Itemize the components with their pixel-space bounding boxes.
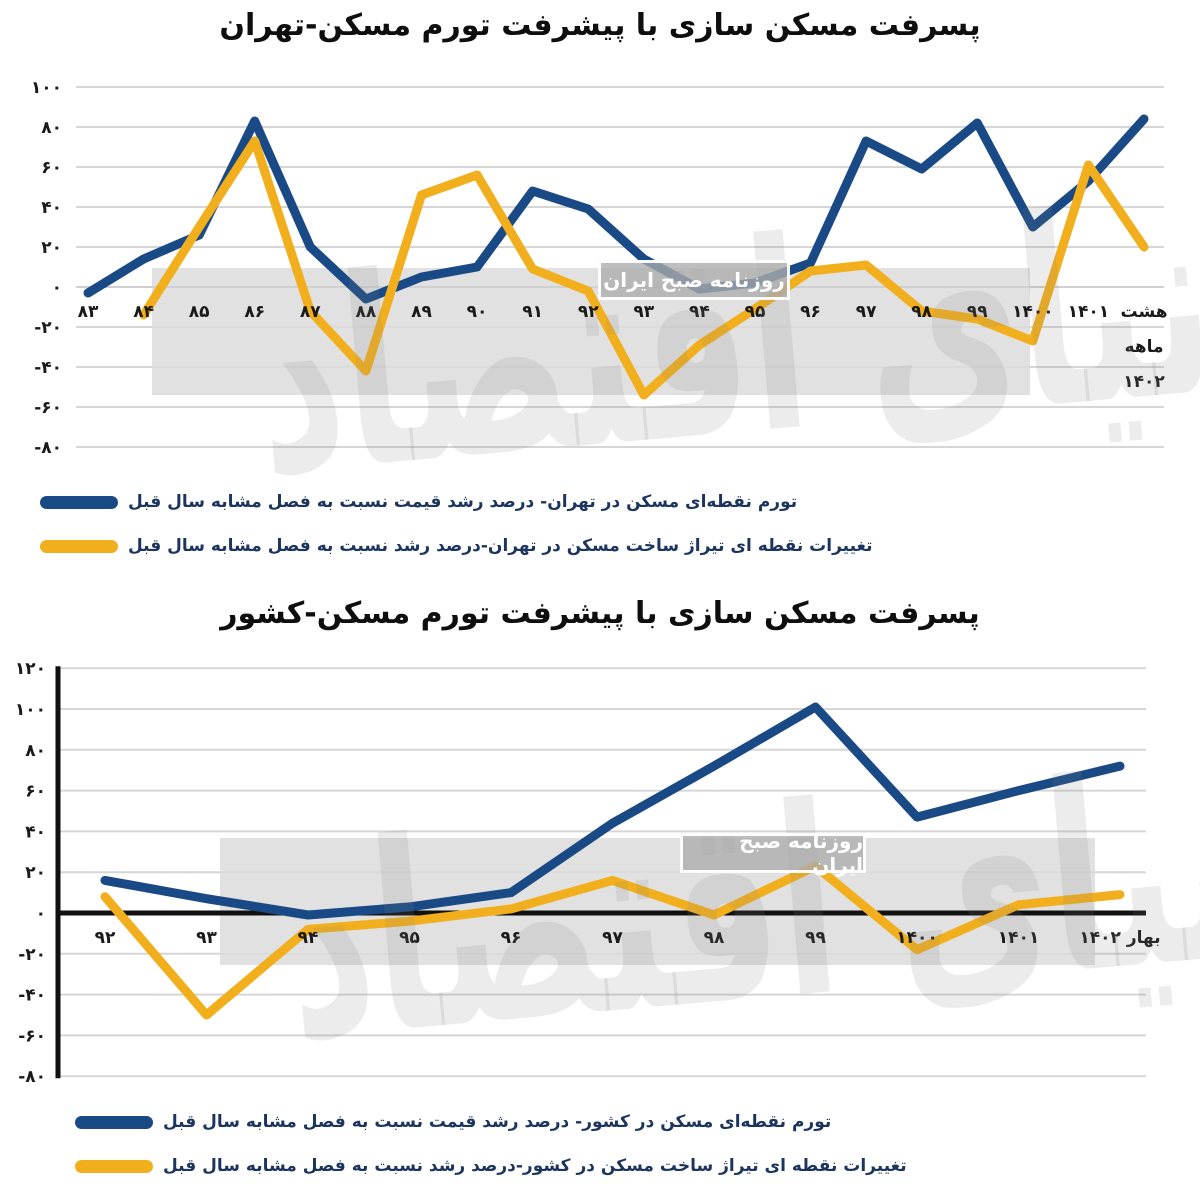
y-tick-labels: ۱۲۰ ۱۰۰ ۸۰ ۶۰ ۴۰ ۲۰ ۰ -۲۰ -۴۰ -۶۰ -۸۰ <box>15 659 46 1087</box>
y-tick-label: -۶۰ <box>34 398 62 418</box>
x-tick-label: ۹۶ <box>800 302 821 322</box>
y-tick-label: -۴۰ <box>34 358 62 378</box>
y-tick-label: ۱۲۰ <box>15 659 46 679</box>
y-tick-label: ۲۰ <box>25 863 46 883</box>
top-chart-legend: تورم نقطه‌ای مسکن در تهران- درصد رشد قیم… <box>40 492 873 556</box>
x-tick-labels: ۸۳ ۸۴ ۸۵ ۸۶ ۸۷ ۸۸ ۸۹ ۹۰ ۹۱ ۹۲ ۹۳ ۹۴ ۹۵ ۹۶ ۹۷ ۹۸ ۹۹ ۱۴۰۰ ۱۴… <box>78 302 1168 392</box>
x-tick-labels: ۹۲ ۹۳ ۹۴ ۹۵ ۹۶ ۹۷ ۹۸ ۹۹ ۱۴۰۰ ۱۴۰۱ بهار ۱۴۰۲ <box>95 928 1161 948</box>
x-tick-label: ۸۳ <box>78 302 99 322</box>
series-line-1 <box>139 136 1149 400</box>
top-chart-plot: ۱۰۰ ۸۰ ۶۰ ۴۰ ۲۰ ۰ -۲۰ -۴۰ -۶۰ -۸۰ ۸۳ ۸۴ ۸۵ ۸۶ ۸۷ ۸۸ ۸۹ ۹۰… <box>31 78 1168 458</box>
x-tick-label: ۱۴۰۱ <box>998 928 1040 948</box>
y-tick-label: ۲۰ <box>41 238 62 258</box>
y-tick-label: -۲۰ <box>34 318 62 338</box>
newspaper-badge-bottom: روزنامه صبح ایران <box>680 829 866 877</box>
x-tick-label: ۸۶ <box>244 302 265 322</box>
y-tick-label: ۱۰۰ <box>15 700 46 720</box>
x-tick-label: ۸۹ <box>411 302 432 322</box>
series-line-0 <box>100 702 1125 920</box>
legend-swatch-yellow <box>40 539 118 553</box>
x-tick-label: ۸۷ <box>300 302 321 322</box>
x-tick-label: ۹۹ <box>805 928 826 948</box>
x-tick-label: بهار ۱۴۰۲ <box>1079 928 1160 948</box>
legend-item-country-price-inflation: تورم نقطه‌ای مسکن در کشور- درصد رشد قیمت… <box>75 1112 907 1132</box>
legend-swatch-yellow <box>75 1159 153 1173</box>
watermark-band <box>220 838 1095 965</box>
x-tick-label: ۹۷ <box>856 302 877 322</box>
x-tick-label: ۹۰ <box>467 302 488 322</box>
y-tick-label: -۶۰ <box>18 1026 46 1046</box>
legend-label-country-construction-change: تغییرات نقطه ای تیراژ ساخت مسکن در کشور-… <box>163 1156 907 1176</box>
newspaper-badge-top: روزنامه صبح ایران <box>598 260 790 300</box>
x-tick-label: ۹۴ <box>689 302 710 322</box>
y-tick-label: ۶۰ <box>25 782 46 802</box>
y-tick-label: ۴۰ <box>41 198 62 218</box>
x-tick-label: ۸۴ <box>133 302 154 322</box>
legend-item-tehran-construction-change: تغییرات نقطه ای تیراژ ساخت مسکن در تهران… <box>40 536 873 556</box>
y-tick-label: -۸۰ <box>18 1067 46 1087</box>
x-tick-label: ۹۳ <box>196 928 217 948</box>
bottom-chart-title: پسرفت مسکن سازی با پیشرفت تورم مسکن-کشور <box>220 596 980 631</box>
x-tick-label: ۹۶ <box>501 928 522 948</box>
legend-item-tehran-price-inflation: تورم نقطه‌ای مسکن در تهران- درصد رشد قیم… <box>40 492 873 512</box>
legend-label-country-price-inflation: تورم نقطه‌ای مسکن در کشور- درصد رشد قیمت… <box>163 1112 832 1132</box>
x-tick-label: ۹۵ <box>399 928 420 948</box>
y-tick-label: ۰ <box>36 904 46 924</box>
y-tick-label: ۸۰ <box>25 741 46 761</box>
legend-swatch-blue <box>75 1115 153 1129</box>
x-tick-label: ۸۵ <box>189 302 210 322</box>
legend-label-tehran-price-inflation: تورم نقطه‌ای مسکن در تهران- درصد رشد قیم… <box>128 492 798 512</box>
x-tick-label: ۱۴۰۰ <box>896 928 938 948</box>
legend-item-country-construction-change: تغییرات نقطه ای تیراژ ساخت مسکن در کشور-… <box>75 1156 907 1176</box>
y-tick-label: ۴۰ <box>25 822 46 842</box>
series-line-0 <box>83 114 1149 304</box>
x-tick-label: هشت ماهه ۱۴۰۲ <box>1120 302 1167 392</box>
y-tick-label: ۶۰ <box>41 158 62 178</box>
top-chart-title: پسرفت مسکن سازی با پیشرفت تورم مسکن-تهرا… <box>219 8 981 43</box>
y-tick-label: ۸۰ <box>41 118 62 138</box>
x-tick-label: ۸۸ <box>356 302 377 322</box>
x-tick-label: ۹۳ <box>633 302 654 322</box>
x-tick-label: ۱۴۰۱ <box>1068 302 1110 322</box>
y-tick-labels: ۱۰۰ ۸۰ ۶۰ ۴۰ ۲۰ ۰ -۲۰ -۴۰ -۶۰ -۸۰ <box>31 78 62 458</box>
x-tick-label: ۹۷ <box>602 928 623 948</box>
x-tick-label: ۹۸ <box>911 302 932 322</box>
y-tick-label: -۴۰ <box>18 986 46 1006</box>
y-tick-label: -۸۰ <box>34 438 62 458</box>
series-line-1 <box>100 861 1125 1020</box>
x-tick-label: ۹۲ <box>95 928 116 948</box>
x-tick-label: ۱۴۰۰ <box>1012 302 1054 322</box>
x-tick-label: ۹۹ <box>967 302 988 322</box>
y-tick-label: ۱۰۰ <box>31 78 62 98</box>
legend-swatch-blue <box>40 495 118 509</box>
x-tick-label: ۹۴ <box>298 928 319 948</box>
x-tick-label: ۹۱ <box>522 302 543 322</box>
legend-label-tehran-construction-change: تغییرات نقطه ای تیراژ ساخت مسکن در تهران… <box>128 536 873 556</box>
x-tick-label: ۹۵ <box>745 302 766 322</box>
y-tick-label: -۲۰ <box>18 945 46 965</box>
x-tick-label: ۹۲ <box>578 302 599 322</box>
y-tick-label: ۰ <box>52 278 62 298</box>
bottom-chart-legend: تورم نقطه‌ای مسکن در کشور- درصد رشد قیمت… <box>75 1112 907 1176</box>
x-tick-label: ۹۸ <box>704 928 725 948</box>
